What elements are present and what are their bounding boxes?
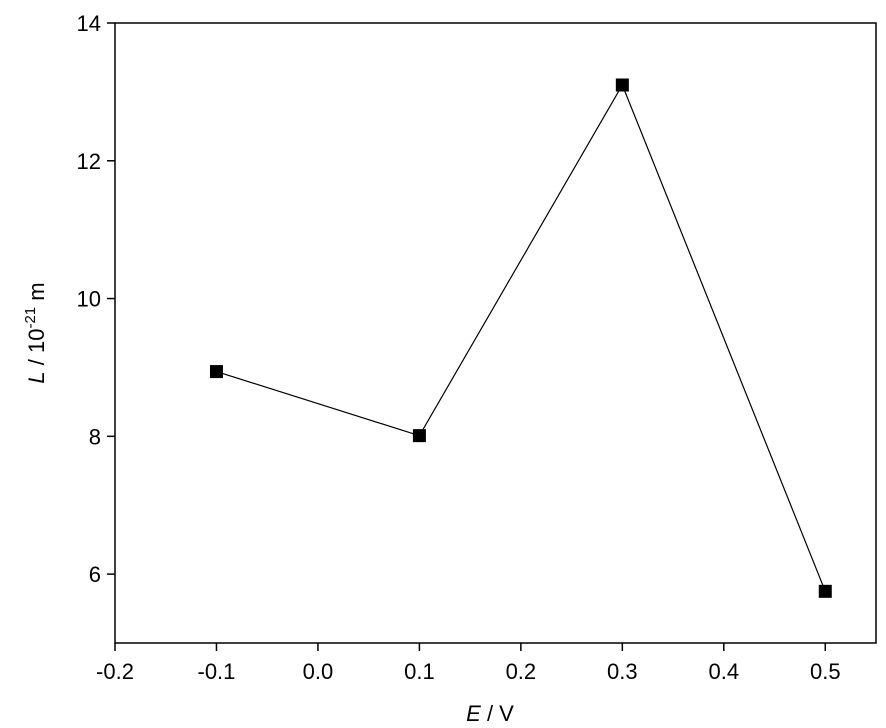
x-tick-label: -0.2 [96,659,134,684]
y-tick-label: 12 [77,149,101,174]
x-tick-label: -0.1 [198,659,236,684]
x-tick-label: 0.4 [709,659,740,684]
x-tick-label: 0.2 [506,659,537,684]
y-tick-label: 10 [77,287,101,312]
x-axis-unit: / V [481,701,514,726]
data-point [209,365,223,379]
y-tick-label: 6 [89,562,101,587]
x-tick-label: 0.1 [404,659,435,684]
plot-frame [114,22,877,644]
data-point [412,429,426,443]
y-axis-unit: / 10 [24,329,49,372]
x-tick-label: 0.5 [810,659,841,684]
y-axis-unit-end: m [24,282,49,306]
series-line [216,83,826,592]
data-point [818,584,832,598]
x-axis-label: E / V [466,701,514,726]
x-tick-label: 0.0 [303,659,334,684]
data-point [615,78,629,92]
x-tick-label: 0.3 [607,659,638,684]
y-tick-label: 14 [77,11,101,36]
x-axis-var: E [466,701,481,726]
y-tick-label: 8 [89,424,101,449]
y-axis-var: L [24,371,49,383]
y-axis-exponent: -21 [22,307,39,329]
y-axis-label: L / 10-21 m [22,282,49,383]
